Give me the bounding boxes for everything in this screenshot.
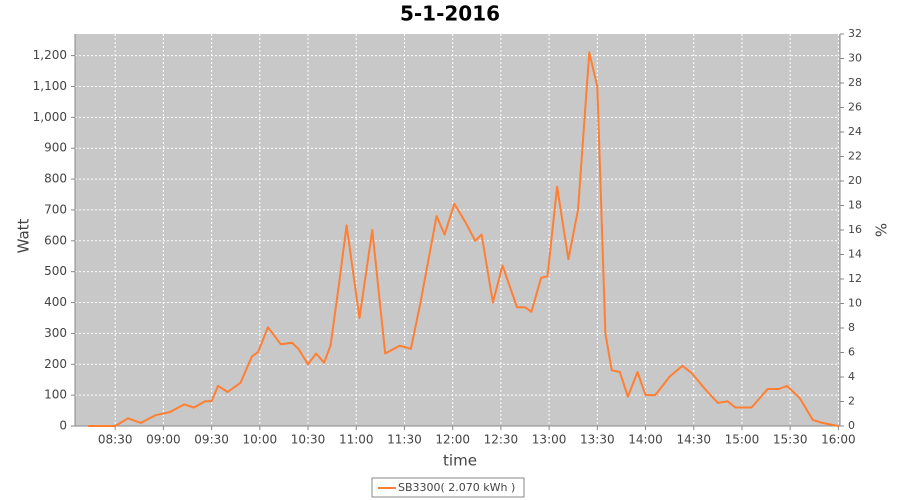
y2-tick-label: 0 <box>848 419 855 432</box>
y2-tick-label: 4 <box>848 370 855 383</box>
x-tick-label: 10:30 <box>291 433 326 447</box>
x-tick-label: 13:00 <box>532 433 567 447</box>
y2-tick-label: 2 <box>848 395 855 408</box>
x-tick-label: 15:00 <box>725 433 760 447</box>
y2-tick-label: 30 <box>848 52 862 65</box>
y2-axis-label: % <box>872 223 890 237</box>
chart-title: 5-1-2016 <box>400 2 500 26</box>
y2-tick-label: 26 <box>848 101 862 114</box>
y2-tick-label: 10 <box>848 297 862 310</box>
x-tick-label: 14:30 <box>676 433 711 447</box>
y-tick-label: 1,000 <box>33 110 67 124</box>
y2-tick-label: 6 <box>848 346 855 359</box>
y-tick-label: 900 <box>44 141 67 155</box>
y2-tick-label: 32 <box>848 27 862 40</box>
y2-tick-label: 14 <box>848 248 862 261</box>
y-tick-label: 300 <box>44 326 67 340</box>
legend-label: SB3300( 2.070 kWh ) <box>398 481 515 494</box>
y2-tick-label: 20 <box>848 174 862 187</box>
y-tick-label: 0 <box>59 419 67 433</box>
y-tick-label: 400 <box>44 295 67 309</box>
y-tick-label: 1,100 <box>33 79 67 93</box>
plot-area <box>75 34 840 426</box>
y-tick-label: 700 <box>44 202 67 216</box>
y-tick-label: 1,200 <box>33 48 67 62</box>
y2-tick-label: 18 <box>848 199 862 212</box>
x-tick-label: 13:30 <box>580 433 615 447</box>
x-tick-label: 11:30 <box>387 433 422 447</box>
x-tick-label: 12:30 <box>484 433 519 447</box>
x-tick-label: 10:00 <box>243 433 278 447</box>
x-tick-label: 16:00 <box>821 433 856 447</box>
x-tick-label: 08:30 <box>98 433 133 447</box>
y2-tick-label: 16 <box>848 223 862 236</box>
x-tick-label: 12:00 <box>435 433 470 447</box>
y-tick-label: 500 <box>44 264 67 278</box>
x-tick-label: 14:00 <box>628 433 663 447</box>
y-tick-label: 800 <box>44 172 67 186</box>
y2-tick-label: 22 <box>848 150 862 163</box>
x-axis-label: time <box>443 452 477 470</box>
x-tick-label: 09:00 <box>146 433 181 447</box>
y-tick-label: 600 <box>44 233 67 247</box>
y-tick-label: 200 <box>44 357 67 371</box>
y2-tick-label: 28 <box>848 76 862 89</box>
y2-tick-label: 12 <box>848 272 862 285</box>
y2-tick-label: 24 <box>848 125 862 138</box>
x-tick-label: 15:30 <box>773 433 808 447</box>
legend <box>371 477 525 498</box>
data-line <box>87 51 839 427</box>
y2-tick-label: 8 <box>848 321 855 334</box>
y-tick-label: 100 <box>44 388 67 402</box>
x-tick-label: 09:30 <box>194 433 229 447</box>
x-tick-label: 11:00 <box>339 433 374 447</box>
y-axis-label: Watt <box>15 218 33 253</box>
